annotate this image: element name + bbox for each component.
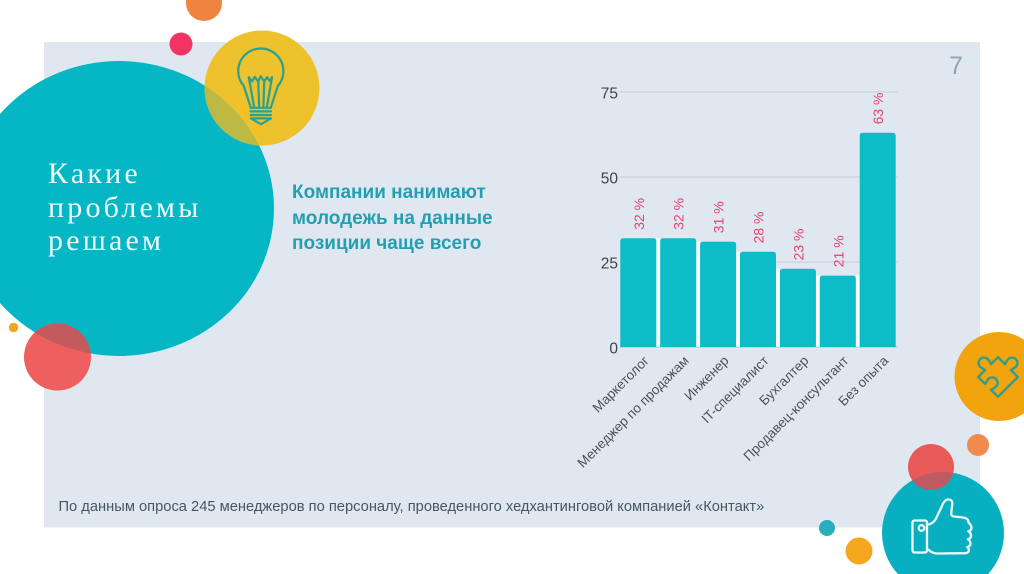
svg-text:23 %: 23 % — [790, 228, 806, 260]
svg-text:63 %: 63 % — [870, 92, 886, 124]
svg-text:32 %: 32 % — [631, 198, 647, 230]
svg-text:0: 0 — [609, 340, 618, 357]
svg-text:7: 7 — [949, 52, 963, 80]
svg-text:31 %: 31 % — [711, 201, 727, 233]
svg-text:75: 75 — [601, 85, 618, 102]
svg-text:50: 50 — [601, 170, 619, 187]
svg-text:32 %: 32 % — [671, 198, 687, 230]
svg-text:25: 25 — [601, 255, 618, 272]
svg-text:21 %: 21 % — [830, 235, 846, 267]
svg-text:28 %: 28 % — [751, 211, 767, 243]
